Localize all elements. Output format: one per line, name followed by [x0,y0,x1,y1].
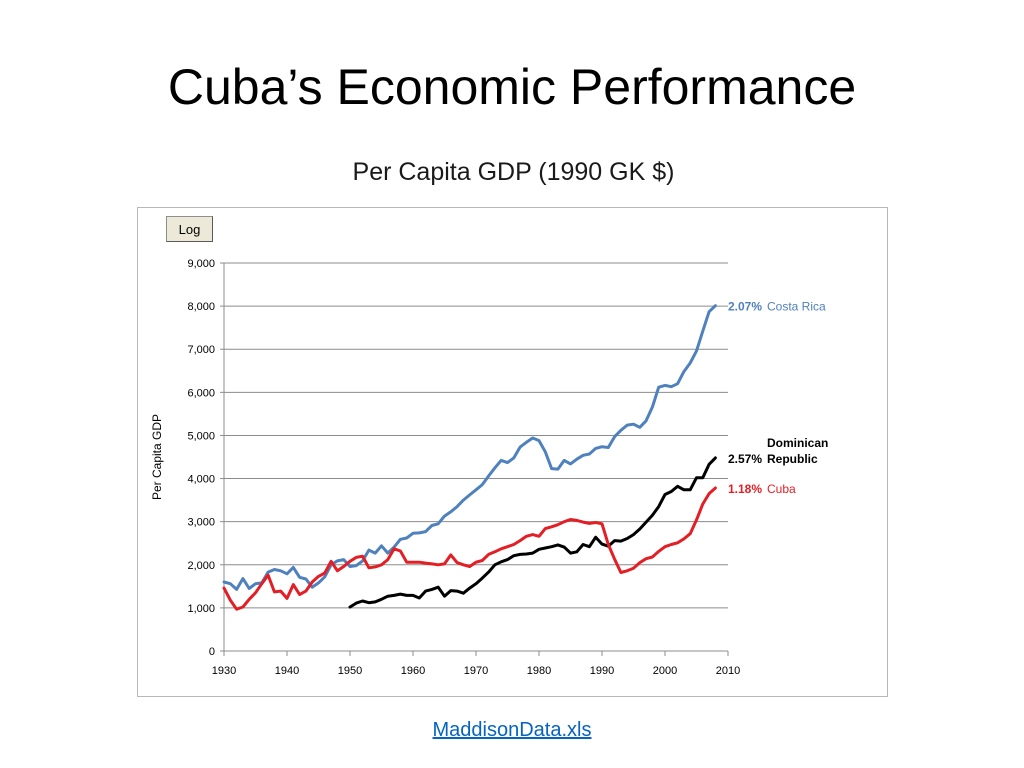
series-line-costa-rica [222,304,717,591]
x-tick-label: 1990 [590,665,614,677]
y-tick-label: 2,000 [187,560,215,572]
y-tick-label: 7,000 [187,344,215,356]
growth-rate-label: 2.07% [728,300,762,314]
chart-frame [137,207,888,697]
slide-title: Cuba’s Economic Performance [167,59,857,115]
x-tick-label: 2000 [653,665,677,677]
y-tick-label: 9,000 [187,258,215,270]
x-tick-label: 1930 [212,665,236,677]
y-tick-label: 6,000 [187,387,215,399]
y-tick-label: 8,000 [187,301,215,313]
y-tick-label: 4,000 [187,474,215,486]
chart-title: Per Capita GDP (1990 GK $) [352,158,675,186]
x-tick-label: 1950 [338,665,362,677]
y-tick-label: 0 [209,646,215,658]
x-tick-label: 1940 [275,665,299,677]
x-tick-label: 2010 [716,665,740,677]
log-scale-button[interactable]: Log [166,216,213,242]
growth-rate-label: 1.18% [728,482,762,496]
y-tick-label: 3,000 [187,517,215,529]
series-name-label: Dominican [767,436,828,450]
series-name-label: Cuba [767,482,796,496]
series-line-dominican-republic [348,456,717,609]
series-line-cuba [222,486,717,611]
y-axis-title: Per Capita GDP [150,414,164,500]
growth-rate-label: 2.57% [728,452,762,466]
source-data-link[interactable]: MaddisonData.xls [432,719,592,741]
x-tick-label: 1960 [401,665,425,677]
y-tick-label: 1,000 [187,603,215,615]
x-tick-label: 1980 [527,665,551,677]
x-tick-label: 1970 [464,665,488,677]
series-name-label: Costa Rica [767,300,826,314]
y-tick-label: 5,000 [187,430,215,442]
series-name-label: Republic [767,452,818,466]
